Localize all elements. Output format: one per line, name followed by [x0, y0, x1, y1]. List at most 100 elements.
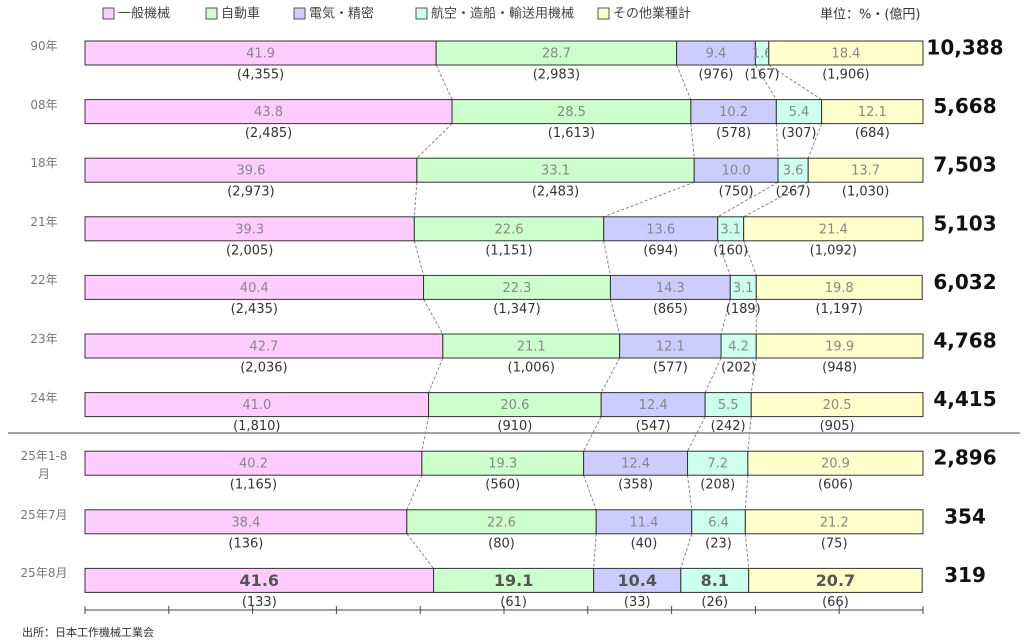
- bar-segment: [84, 450, 423, 476]
- value-label: 43.8: [254, 105, 283, 120]
- bar-segment: [775, 99, 823, 125]
- total-label: 4,415: [933, 387, 996, 411]
- amount-label: (2,973): [227, 185, 274, 200]
- connector: [717, 240, 731, 276]
- bar-segment: [768, 40, 924, 66]
- value-label: 20.7: [816, 571, 855, 590]
- connector: [416, 123, 453, 159]
- bar-segment: [748, 567, 923, 593]
- value-label: 3.6: [783, 164, 804, 179]
- amount-label: (242): [711, 419, 746, 434]
- connector: [743, 181, 809, 218]
- value-label: 40.4: [240, 281, 269, 296]
- value-label: 5.4: [789, 105, 810, 120]
- value-label: 20.9: [821, 457, 850, 472]
- connector: [428, 357, 444, 393]
- connector: [603, 240, 611, 276]
- bar-segment: [406, 509, 597, 535]
- total-label: 319: [944, 563, 986, 587]
- value-label: 9.4: [706, 47, 727, 62]
- amount-label: (1,613): [548, 126, 595, 141]
- connector: [435, 64, 453, 100]
- total-label: 5,103: [933, 211, 996, 235]
- amount-label: (948): [822, 361, 857, 376]
- value-label: 41.6: [240, 571, 279, 590]
- amount-label: (2,435): [231, 302, 278, 317]
- value-label: 12.4: [621, 457, 650, 472]
- value-label: 22.6: [487, 515, 516, 530]
- amount-label: (61): [500, 595, 527, 610]
- value-label: 28.7: [542, 47, 571, 62]
- amount-label: (1,030): [842, 185, 889, 200]
- value-label: 6.4: [708, 515, 729, 530]
- bar-segment: [84, 567, 435, 593]
- amount-label: (976): [699, 68, 734, 83]
- amount-label: (560): [485, 478, 520, 493]
- connector: [750, 357, 757, 393]
- value-label: 19.3: [488, 457, 517, 472]
- amount-label: (189): [726, 302, 761, 317]
- connector: [744, 475, 749, 510]
- amount-label: (80): [488, 536, 515, 551]
- amount-label: (267): [776, 185, 811, 200]
- amount-label: (578): [716, 126, 751, 141]
- value-label: 42.7: [249, 340, 278, 355]
- bar-segment: [755, 333, 924, 359]
- connector: [717, 181, 779, 218]
- amount-label: (160): [713, 243, 748, 258]
- bar-segment: [717, 216, 745, 242]
- amount-label: (75): [821, 536, 848, 551]
- amount-label: (606): [818, 478, 853, 493]
- amount-label: (2,983): [533, 68, 580, 83]
- amount-label: (23): [705, 536, 732, 551]
- category-label: 25年7月: [20, 507, 68, 522]
- bar-segment: [729, 274, 757, 300]
- amount-label: (1,092): [810, 243, 857, 258]
- value-label: 3.1: [733, 281, 754, 296]
- unit-label: 単位：%・(億円): [820, 7, 921, 23]
- amount-label: (2,483): [532, 185, 579, 200]
- connector: [406, 475, 423, 510]
- bar-segment: [84, 157, 418, 183]
- amount-label: (26): [701, 595, 728, 610]
- amount-label: (136): [228, 536, 263, 551]
- connector: [687, 416, 706, 452]
- amount-label: (1,165): [230, 478, 277, 493]
- value-label: 39.6: [236, 164, 265, 179]
- bar-segment: [755, 274, 923, 300]
- amount-label: (40): [631, 536, 658, 551]
- bar-segment: [84, 392, 430, 418]
- legend-label: 航空・造船・輸送用機械: [431, 6, 574, 22]
- value-label: 10.2: [719, 105, 748, 120]
- amount-label: (208): [700, 478, 735, 493]
- value-label: 3.1: [720, 222, 741, 237]
- legend-label: 自動車: [221, 7, 260, 22]
- bar-segment: [807, 157, 924, 183]
- bar-segment: [84, 40, 437, 66]
- bar-segment: [423, 274, 611, 300]
- source: 出所：日本工作機械工業会: [22, 625, 154, 639]
- legend-swatch: [102, 7, 115, 20]
- value-label: 33.1: [541, 164, 570, 179]
- bar-segment: [690, 99, 777, 125]
- value-label: 14.3: [656, 281, 685, 296]
- legend-swatch: [205, 7, 218, 20]
- value-label: 22.3: [503, 281, 532, 296]
- amount-label: (358): [618, 478, 653, 493]
- bar-segment: [691, 509, 746, 535]
- bar-segment: [593, 567, 682, 593]
- legend-swatch: [415, 7, 428, 20]
- connector: [680, 533, 693, 569]
- value-label: 21.2: [820, 515, 849, 530]
- connector: [743, 240, 757, 276]
- amount-label: (1,197): [816, 302, 863, 317]
- bar-segment: [435, 40, 678, 66]
- amount-label: (910): [497, 419, 532, 434]
- value-label: 11.4: [629, 515, 658, 530]
- value-label: 4.2: [728, 340, 749, 355]
- bar-segment: [583, 450, 689, 476]
- connector: [775, 123, 779, 159]
- category-label: 22年: [30, 273, 58, 288]
- value-label: 40.2: [239, 457, 268, 472]
